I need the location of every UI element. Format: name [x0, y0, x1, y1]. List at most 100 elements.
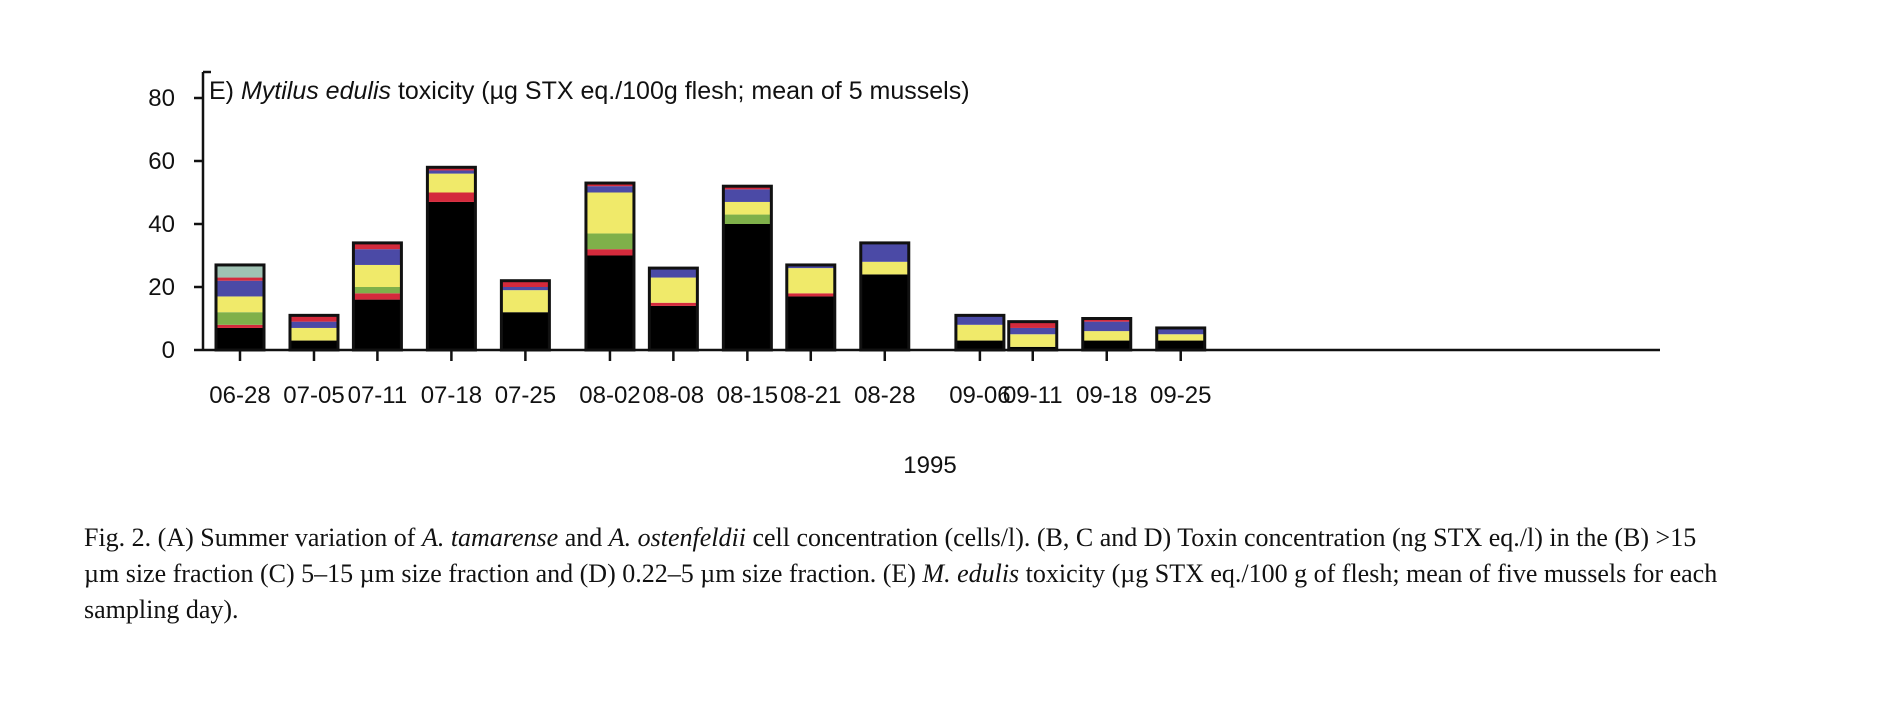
- bar-segment: [427, 173, 476, 193]
- bar-segment: [786, 296, 835, 350]
- bar-segment: [1008, 346, 1057, 350]
- bar-stack: [1007, 320, 1059, 352]
- x-tick-label: 08-02: [579, 382, 640, 409]
- toxicity-bar-chart: 0 20 40 60 80 06-28 07-05 07-11 07-18 07-25 08-02…: [148, 70, 1660, 479]
- bar-stack: [954, 313, 1006, 352]
- bars: [214, 165, 1207, 352]
- bar-segment: [353, 293, 402, 300]
- bar-segment: [585, 186, 634, 193]
- bar-segment: [649, 268, 698, 278]
- bar-segment: [216, 327, 264, 350]
- x-tick-label: 07-25: [495, 382, 556, 409]
- bar-segment: [1156, 334, 1205, 341]
- bar-outline: [351, 241, 403, 352]
- bar-segment: [786, 293, 835, 297]
- bar-segment: [860, 274, 909, 350]
- bar-segment: [955, 315, 1004, 325]
- bar-stack: [859, 241, 911, 352]
- caption-part: toxicity (µg STX eq./100 g of flesh; mea…: [84, 559, 1718, 624]
- bar-stack: [499, 279, 551, 352]
- y-tick-label: 20: [148, 274, 175, 301]
- bar-outline: [499, 279, 551, 352]
- bar-segment: [1156, 327, 1205, 335]
- bar-segment: [1008, 327, 1057, 335]
- bar-segment: [289, 321, 338, 328]
- bar-outline: [954, 313, 1006, 352]
- caption-species: M. edulis: [922, 559, 1020, 588]
- x-tick-label: 07-05: [283, 382, 344, 409]
- bar-segment: [1082, 321, 1131, 332]
- bar-stack: [351, 241, 403, 352]
- bar-segment: [1082, 331, 1131, 341]
- caption-part: cell concentration (cells/l). (B, C and …: [84, 523, 1697, 588]
- chart-title-species: Mytilus edulis: [241, 77, 391, 105]
- x-tick-label: 08-15: [717, 382, 778, 409]
- bar-segment: [723, 214, 772, 224]
- bar-stack: [288, 313, 340, 352]
- bar-outline: [859, 241, 911, 352]
- bar-segment: [216, 312, 264, 325]
- bar-segment: [585, 233, 634, 250]
- x-tick-label: 08-08: [643, 382, 704, 409]
- bar-segment: [1082, 340, 1131, 350]
- bar-segment: [501, 287, 550, 291]
- bar-outline: [647, 266, 699, 352]
- x-ticks: 06-28 07-05 07-11 07-18 07-25 08-02 08-08 08-15…: [209, 350, 1211, 409]
- x-tick-label: 09-11: [1003, 382, 1063, 409]
- bar-segment: [585, 249, 634, 256]
- x-tick-label: 06-28: [209, 382, 270, 409]
- bar-outline: [584, 181, 636, 352]
- bar-segment: [649, 305, 698, 350]
- x-tick-label: 07-11: [348, 382, 408, 409]
- bar-segment: [860, 261, 909, 275]
- bar-segment: [501, 290, 550, 313]
- bar-segment: [353, 299, 402, 350]
- bar-stack: [1155, 326, 1207, 352]
- bar-outline: [1081, 317, 1133, 352]
- bar-stack: [425, 165, 477, 352]
- bar-segment: [427, 192, 476, 202]
- bar-segment: [216, 264, 264, 278]
- bar-segment: [585, 192, 634, 234]
- caption-part: Fig. 2. (A) Summer variation of: [84, 523, 422, 552]
- bar-segment: [955, 324, 1004, 341]
- bar-segment: [501, 280, 550, 287]
- bar-stack: [721, 184, 773, 352]
- bar-segment: [585, 255, 634, 350]
- bar-segment: [1082, 318, 1131, 322]
- bar-segment: [353, 249, 402, 265]
- bar-outline: [1155, 326, 1207, 352]
- bar-segment: [723, 189, 772, 202]
- bar-stack: [785, 263, 837, 352]
- chart-title-prefix: E): [209, 77, 241, 105]
- bar-segment: [723, 224, 772, 350]
- bar-segment: [723, 201, 772, 215]
- x-tick-label: 09-18: [1076, 382, 1137, 409]
- y-tick-label: 80: [148, 85, 175, 112]
- bar-segment: [1156, 340, 1205, 350]
- bar-segment: [427, 201, 476, 350]
- bar-segment: [216, 324, 264, 328]
- bar-stack: [214, 263, 266, 352]
- bar-outline: [425, 165, 477, 352]
- bar-segment: [216, 296, 264, 313]
- y-tick-label: 60: [148, 148, 175, 175]
- bar-segment: [289, 327, 338, 341]
- bar-outline: [1007, 320, 1059, 352]
- chart-title: E) Mytilus edulis toxicity (µg STX eq./1…: [209, 77, 970, 105]
- bar-stack: [1081, 317, 1133, 352]
- bar-segment: [427, 167, 476, 171]
- bar-segment: [353, 287, 402, 294]
- bar-segment: [216, 277, 264, 281]
- bar-segment: [289, 340, 338, 350]
- x-tick-label: 09-25: [1150, 382, 1211, 409]
- chart-title-rest: toxicity (µg STX eq./100g flesh; mean of…: [391, 77, 970, 105]
- bar-segment: [786, 264, 835, 269]
- caption-species: A. ostenfeldii: [608, 523, 746, 552]
- y-ticks: 0 20 40 60 80: [148, 70, 211, 364]
- bar-segment: [585, 183, 634, 187]
- bar-segment: [427, 170, 476, 174]
- x-tick-label: 08-21: [780, 382, 841, 409]
- x-axis-label: 1995: [903, 452, 956, 479]
- bar-segment: [955, 340, 1004, 350]
